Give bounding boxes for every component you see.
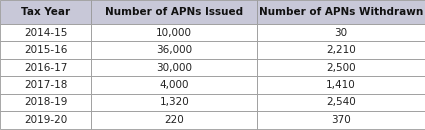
Text: 220: 220 [164,115,184,125]
Text: 36,000: 36,000 [156,45,192,55]
Bar [0,94,91,111]
Text: 2016-17: 2016-17 [24,63,68,73]
Text: Tax Year: Tax Year [21,7,70,17]
Bar [257,41,425,59]
Text: 370: 370 [331,115,351,125]
Bar [0,59,91,76]
Bar [257,76,425,94]
Bar [91,41,257,59]
Text: 30,000: 30,000 [156,63,192,73]
Text: 2015-16: 2015-16 [24,45,68,55]
Bar [0,76,91,94]
Bar [91,59,257,76]
Bar [0,0,91,24]
Bar [257,59,425,76]
Bar [91,0,257,24]
Bar [257,94,425,111]
Bar [91,76,257,94]
Text: 2019-20: 2019-20 [24,115,67,125]
Bar [0,41,91,59]
Text: 30: 30 [334,28,348,38]
Text: 2,500: 2,500 [326,63,356,73]
Text: 10,000: 10,000 [156,28,192,38]
Text: 2,210: 2,210 [326,45,356,55]
Bar [257,24,425,41]
Bar [257,0,425,24]
Bar [257,111,425,129]
Text: Number of APNs Withdrawn: Number of APNs Withdrawn [259,7,423,17]
Text: 2,540: 2,540 [326,98,356,107]
Text: 2018-19: 2018-19 [24,98,68,107]
Bar [0,24,91,41]
Text: 1,410: 1,410 [326,80,356,90]
Bar [91,94,257,111]
Text: 2017-18: 2017-18 [24,80,68,90]
Text: 4,000: 4,000 [159,80,189,90]
Bar [91,24,257,41]
Bar [0,111,91,129]
Text: 2014-15: 2014-15 [24,28,68,38]
Text: 1,320: 1,320 [159,98,189,107]
Bar [91,111,257,129]
Text: Number of APNs Issued: Number of APNs Issued [105,7,243,17]
